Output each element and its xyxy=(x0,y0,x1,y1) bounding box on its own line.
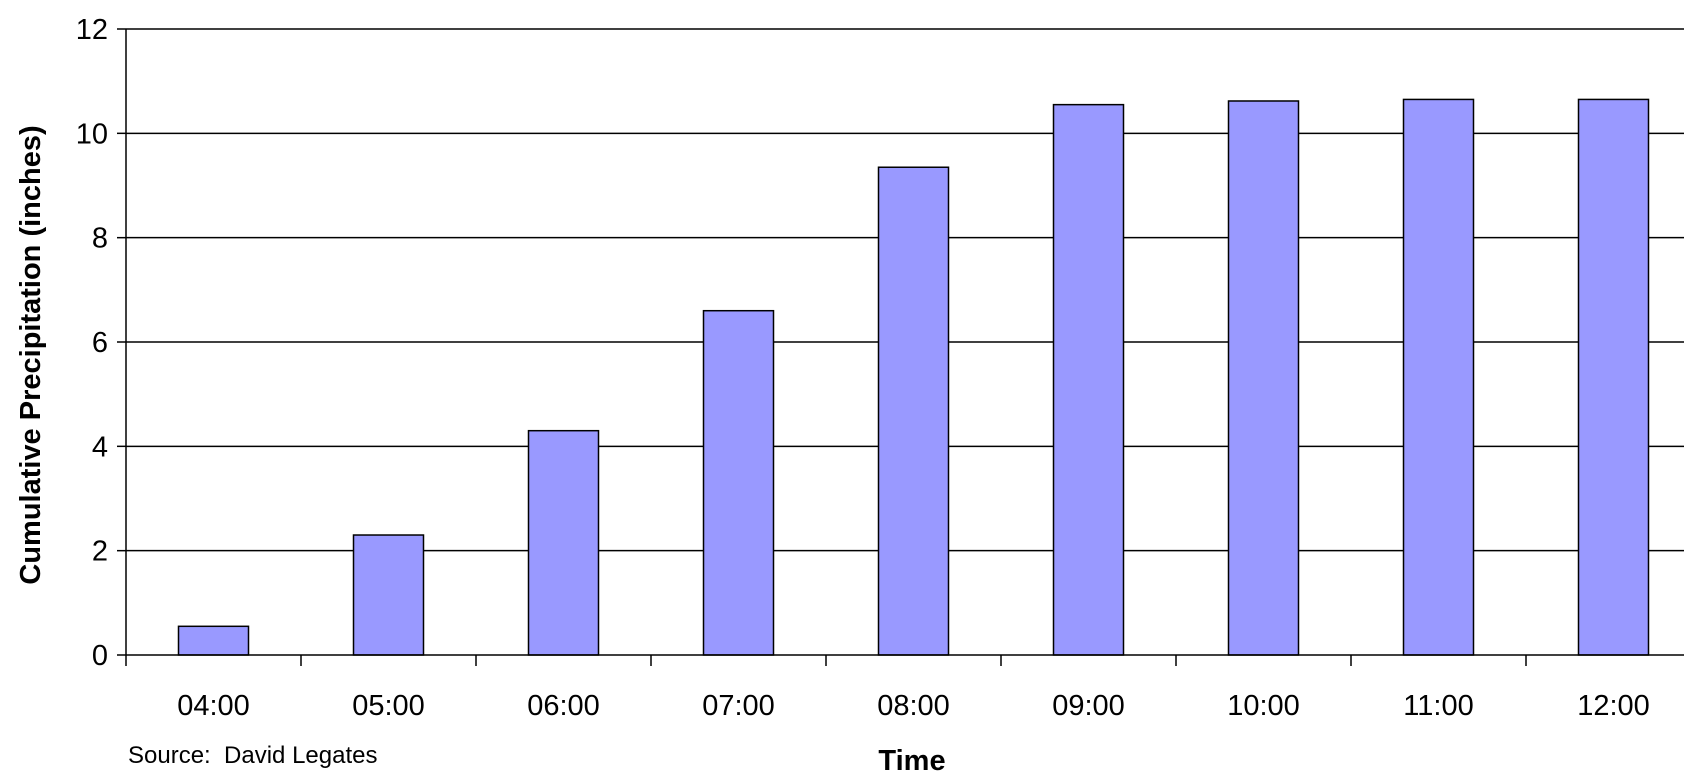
bar-1000 xyxy=(1227,100,1300,656)
y-tick-label: 0 xyxy=(92,640,108,672)
x-tick-label: 07:00 xyxy=(702,690,775,722)
bar-0400 xyxy=(177,625,250,656)
source-note: Source: David Legates xyxy=(128,742,377,769)
bars-layer xyxy=(177,98,1650,656)
bar-1100 xyxy=(1402,98,1475,656)
y-tick-label: 2 xyxy=(92,536,108,568)
bar-0900 xyxy=(1052,103,1125,656)
x-tick-label: 05:00 xyxy=(352,690,425,722)
axis-layer xyxy=(117,28,1684,666)
x-tick-label: 06:00 xyxy=(527,690,600,722)
x-tick-label: 11:00 xyxy=(1403,690,1473,722)
bar-0800 xyxy=(877,166,950,656)
y-axis-title: Cumulative Precipitation (inches) xyxy=(15,125,47,584)
bar-1200 xyxy=(1577,98,1650,656)
x-tick-label: 09:00 xyxy=(1052,690,1125,722)
x-tick-label: 10:00 xyxy=(1227,690,1300,722)
y-tick-label: 8 xyxy=(92,223,108,255)
y-tick-label: 4 xyxy=(92,431,108,463)
labels-layer: 0 2 4 6 8 10 12 04:00 05:00 06:00 07:00 08:00 09:00 1… xyxy=(76,14,1650,722)
x-tick-label: 04:00 xyxy=(177,690,250,722)
bar-0500 xyxy=(352,534,425,656)
bar-0600 xyxy=(527,429,600,656)
x-tick-label: 08:00 xyxy=(877,690,950,722)
y-tick-label: 10 xyxy=(76,118,108,150)
y-tick-label: 12 xyxy=(76,14,108,46)
x-axis-title: Time xyxy=(878,745,945,775)
y-tick-label: 6 xyxy=(92,327,108,359)
x-tick-label: 12:00 xyxy=(1577,690,1650,722)
bar-0700 xyxy=(702,309,775,656)
